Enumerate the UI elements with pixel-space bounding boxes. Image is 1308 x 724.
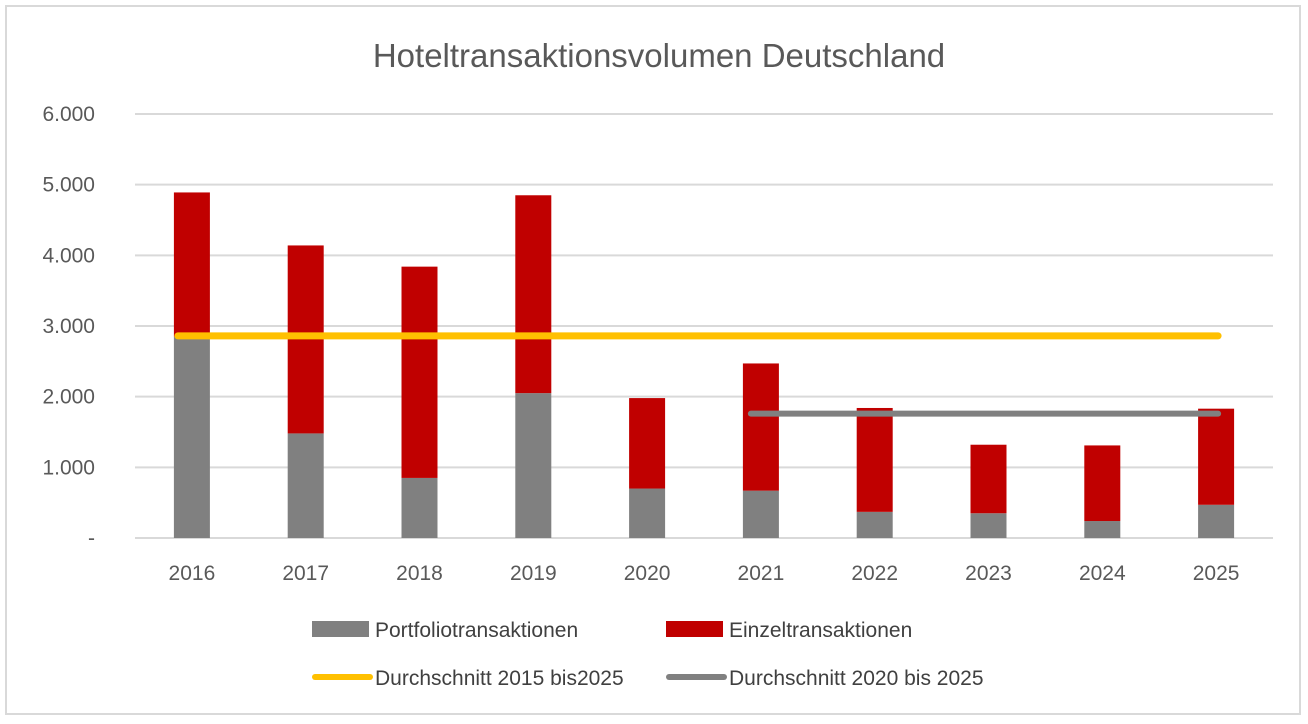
x-tick-label-2023: 2023 — [965, 562, 1012, 585]
legend-einzel-swatch — [666, 621, 723, 637]
y-tick-label: 3.000 — [42, 315, 95, 338]
legend-portfolio-swatch — [312, 621, 369, 637]
bar-portfolio-2022 — [856, 511, 893, 538]
legend-portfolio-label: Portfoliotransaktionen — [375, 619, 578, 642]
legend-einzel-label: Einzeltransaktionen — [729, 619, 912, 642]
bar-portfolio-2020 — [629, 488, 666, 538]
bar-einzel-2016 — [173, 192, 210, 337]
x-tick-label-2022: 2022 — [851, 562, 898, 585]
bar-portfolio-2016 — [173, 336, 210, 538]
bar-portfolio-2021 — [742, 490, 779, 538]
y-axis-ticks: - 1.000 2.000 3.000 4.000 5.000 6.000 — [42, 103, 95, 550]
x-tick-label-2025: 2025 — [1193, 562, 1240, 585]
chart-title: Hoteltransaktionsvolumen Deutschland — [373, 37, 945, 74]
bar-einzel-2021 — [742, 363, 779, 491]
gridlines — [135, 113, 1273, 539]
bar-einzel-2023 — [970, 444, 1007, 514]
y-tick-label: 2.000 — [42, 386, 95, 409]
x-axis-ticks: 2016 2017 2018 2019 2020 2021 2022 2023 2024 2025 — [169, 562, 1240, 585]
legend-average-2020-2025-label: Durchschnitt 2020 bis 2025 — [729, 667, 984, 690]
x-tick-label-2021: 2021 — [738, 562, 785, 585]
reference-lines — [174, 332, 1222, 417]
bar-einzel-2020 — [629, 398, 666, 489]
x-tick-label-2017: 2017 — [282, 562, 329, 585]
bar-einzel-2022 — [856, 407, 893, 512]
bar-portfolio-2025 — [1198, 504, 1235, 538]
bars — [173, 192, 1235, 538]
chart-frame: Hoteltransaktionsvolumen Deutschland - 1.… — [5, 5, 1301, 715]
bar-portfolio-2018 — [401, 477, 438, 538]
bar-portfolio-2023 — [970, 513, 1007, 538]
x-tick-label-2020: 2020 — [624, 562, 671, 585]
y-tick-label: - — [88, 527, 95, 550]
x-tick-label-2016: 2016 — [169, 562, 216, 585]
bar-portfolio-2024 — [1084, 521, 1121, 538]
bar-einzel-2025 — [1198, 408, 1235, 505]
legend-average-2015-2025-label: Durchschnitt 2015 bis2025 — [375, 667, 624, 690]
legend: Portfoliotransaktionen Einzeltransaktione… — [312, 619, 984, 690]
bar-einzel-2018 — [401, 266, 438, 478]
bar-einzel-2017 — [287, 245, 324, 434]
y-tick-label: 1.000 — [42, 456, 95, 479]
y-tick-label: 4.000 — [42, 244, 95, 267]
y-tick-label: 5.000 — [42, 174, 95, 197]
bar-einzel-2024 — [1084, 445, 1121, 522]
bar-portfolio-2017 — [287, 433, 324, 538]
bar-einzel-2019 — [515, 195, 552, 394]
bar-portfolio-2019 — [515, 393, 552, 538]
y-tick-label: 6.000 — [42, 103, 95, 126]
chart-svg: Hoteltransaktionsvolumen Deutschland - 1.… — [42, 37, 1273, 690]
x-tick-label-2019: 2019 — [510, 562, 557, 585]
x-tick-label-2018: 2018 — [396, 562, 443, 585]
x-tick-label-2024: 2024 — [1079, 562, 1126, 585]
